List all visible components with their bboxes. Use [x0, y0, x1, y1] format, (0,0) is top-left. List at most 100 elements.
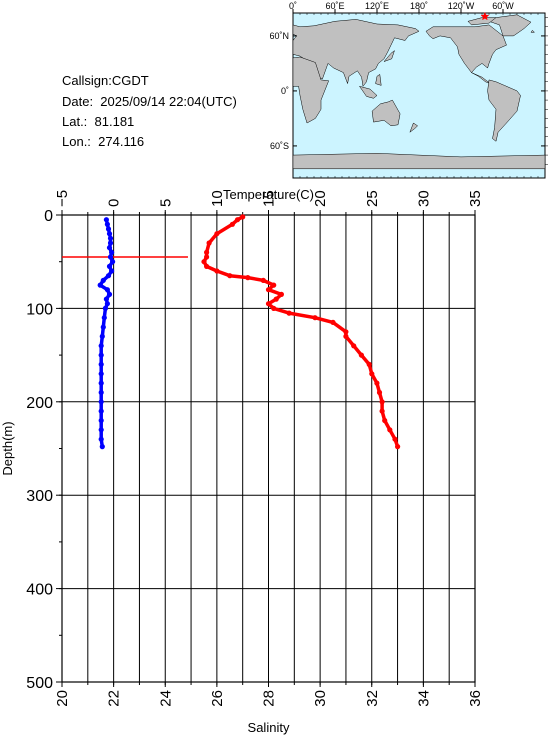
salinity-point	[395, 444, 401, 450]
salinity-tick-label: 24	[157, 690, 174, 707]
temperature-tick-label: 25	[364, 190, 381, 207]
salinity-point	[351, 343, 357, 349]
salinity-point	[265, 287, 272, 293]
map-landmass	[358, 85, 378, 99]
temperature-point	[98, 417, 104, 424]
temperature-point	[98, 380, 104, 386]
depth-tick-label: 100	[26, 301, 53, 318]
salinity-point	[382, 417, 388, 424]
temperature-point	[103, 296, 109, 302]
map-lat-label: 60˚N	[269, 31, 289, 41]
temperature-point	[98, 371, 104, 377]
latitude-text: Lat.: 81.181	[62, 114, 135, 129]
temperature-tick-label: 10	[209, 190, 226, 207]
map-landmass	[467, 17, 497, 26]
depth-tick-label: 300	[26, 488, 53, 505]
salinity-point	[227, 273, 233, 279]
salinity-point	[343, 333, 349, 339]
temperature-point	[98, 361, 104, 367]
temperature-point	[106, 263, 113, 269]
temperature-point	[100, 277, 106, 283]
salinity-point	[366, 361, 372, 367]
map-landmass	[425, 24, 507, 84]
temperature-point	[103, 217, 109, 223]
map-lon-label: 180˚	[410, 1, 428, 11]
depth-tick-label: 200	[26, 395, 53, 412]
depth-tick-label: 500	[26, 675, 53, 692]
salinity-tick-label: 26	[209, 690, 226, 707]
temperature-point	[104, 221, 110, 227]
temperature-point	[98, 427, 104, 433]
map-lon-label: 120˚W	[448, 1, 475, 11]
depth-tick-label: 0	[44, 208, 53, 225]
map-landmass	[371, 99, 401, 127]
temperature-point	[100, 324, 106, 330]
temperature-point	[104, 287, 110, 293]
temperature-tick-label: −5	[54, 190, 71, 207]
salinity-point	[392, 436, 398, 442]
temperature-point	[107, 235, 114, 241]
map-landmass	[292, 56, 330, 124]
salinity-point	[330, 319, 336, 325]
temperature-point	[109, 249, 115, 255]
temperature-point	[110, 259, 116, 265]
salinity-point	[358, 352, 364, 358]
salinity-point	[273, 296, 279, 302]
salinity-tick-label: 28	[261, 690, 278, 707]
salinity-point	[271, 305, 277, 311]
temperature-point	[98, 436, 104, 442]
salinity-point	[374, 380, 380, 386]
salinity-point	[260, 277, 266, 283]
salinity-point	[206, 240, 212, 246]
temperature-point	[105, 273, 112, 279]
map-lon-label: 60˚W	[492, 1, 514, 11]
temperature-axis-label: Temperature(C)	[223, 187, 314, 202]
temperature-point	[98, 408, 104, 414]
temperature-tick-label: 5	[157, 199, 174, 207]
date-text: Date: 2025/09/14 22:04(UTC)	[62, 94, 237, 109]
map-lat-label: 0˚	[281, 86, 289, 96]
salinity-point	[245, 275, 251, 281]
temperature-point	[98, 352, 104, 358]
temperature-point	[107, 240, 114, 246]
salinity-axis-label: Salinity	[248, 720, 290, 735]
depth-axis-label: Depth(m)	[0, 421, 15, 475]
temperature-point	[101, 315, 107, 321]
salinity-point	[204, 263, 210, 269]
salinity-point	[265, 301, 272, 307]
map-landmass	[487, 79, 521, 142]
temperature-point	[106, 291, 113, 297]
temperature-tick-label: 35	[467, 190, 484, 207]
salinity-point	[278, 291, 284, 297]
salinity-tick-label: 20	[54, 690, 71, 707]
salinity-tick-label: 36	[467, 690, 484, 707]
salinity-point	[271, 282, 277, 288]
salinity-point	[201, 259, 207, 265]
map-landmass	[375, 73, 382, 86]
temperature-point	[104, 301, 110, 307]
location-map: 0˚ 60˚E 120˚E 180˚ 120˚W 60˚W 60˚N 0˚ 60˚S	[269, 1, 548, 179]
depth-tick-label: 400	[26, 582, 53, 599]
salinity-tick-label: 30	[312, 690, 329, 707]
callsign-text: Callsign:CGDT	[62, 73, 149, 88]
temperature-point	[106, 231, 113, 237]
salinity-point	[369, 371, 375, 377]
salinity-point	[229, 221, 235, 227]
salinity-point	[204, 249, 210, 255]
temperature-tick-label: 0	[106, 199, 123, 207]
temperature-point	[98, 389, 104, 396]
longitude-text: Lon.: 274.116	[62, 134, 145, 149]
temperature-point	[109, 268, 115, 274]
salinity-point	[286, 310, 292, 316]
temperature-tick-label: 20	[312, 190, 329, 207]
salinity-point	[214, 231, 220, 237]
map-landmass	[383, 49, 396, 63]
map-landmass	[530, 30, 536, 33]
map-landmass	[409, 122, 418, 133]
salinity-point	[204, 254, 210, 260]
salinity-point	[387, 427, 393, 433]
salinity-tick-label: 34	[415, 690, 432, 707]
salinity-point	[379, 408, 385, 414]
temperature-point	[99, 444, 105, 450]
